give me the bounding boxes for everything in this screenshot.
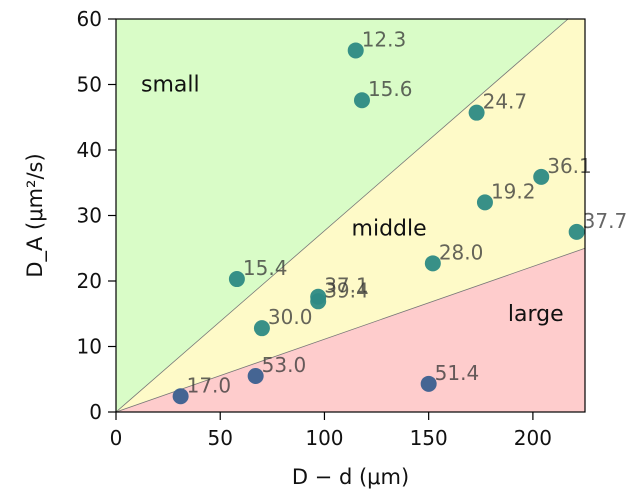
data-point (476, 194, 493, 211)
data-label: 15.6 (368, 77, 413, 101)
x-tick-label: 100 (305, 426, 343, 450)
data-label: 28.0 (439, 240, 484, 264)
data-label: 19.2 (491, 179, 536, 203)
data-point (353, 92, 370, 109)
data-label: 51.4 (435, 361, 480, 385)
data-label: 37.1 (324, 274, 369, 298)
data-label: 24.7 (483, 90, 528, 114)
y-tick-label: 60 (77, 7, 102, 31)
data-label: 12.3 (362, 27, 407, 51)
x-tick-label: 200 (514, 426, 552, 450)
data-point (533, 168, 550, 185)
x-axis-label: D − d (μm) (292, 465, 409, 489)
data-label: 36.1 (547, 154, 592, 178)
axis-layer: 0 50 100 150 200 0 10 20 30 40 50 60 (77, 7, 586, 450)
data-point (424, 255, 441, 272)
boundary-layer (115, 18, 586, 413)
data-point (253, 320, 270, 337)
boundary-line-upper (115, 18, 569, 413)
points-layer (172, 42, 585, 405)
data-label: 53.0 (262, 353, 307, 377)
y-tick-label: 40 (77, 138, 102, 162)
y-tick-label: 50 (77, 73, 102, 97)
data-point (228, 271, 245, 288)
y-tick-label: 30 (77, 204, 102, 228)
region-label-layer: small middle large (141, 73, 564, 327)
point-label-layer: 12.3 15.6 24.7 36.1 19.2 37.7 28.0 15.4 37.139.4… (187, 27, 628, 397)
x-tick-label: 0 (110, 426, 123, 450)
y-tick-label: 10 (77, 335, 102, 359)
data-point (247, 367, 264, 384)
data-point (172, 388, 189, 405)
data-point (468, 104, 485, 121)
data-label: 39.4 (324, 278, 369, 302)
y-tick-label: 0 (89, 400, 102, 424)
data-label: 37.7 (583, 209, 628, 233)
data-point (420, 375, 437, 392)
region-label-middle: middle (352, 217, 427, 242)
region-label-large: large (508, 302, 564, 327)
region-middle (116, 19, 585, 412)
data-point (310, 293, 327, 310)
boundary-line-lower (115, 247, 586, 413)
data-label: 17.0 (187, 373, 232, 397)
x-tick-label: 50 (207, 426, 232, 450)
data-point (568, 223, 585, 240)
y-tick-label: 20 (77, 269, 102, 293)
x-tick-label: 150 (410, 426, 448, 450)
data-label: 15.4 (243, 256, 288, 280)
data-label: 30.0 (268, 305, 313, 329)
y-axis-label: D_A (μm²/s) (23, 153, 48, 277)
region-label-small: small (141, 73, 200, 98)
data-point (347, 42, 364, 59)
